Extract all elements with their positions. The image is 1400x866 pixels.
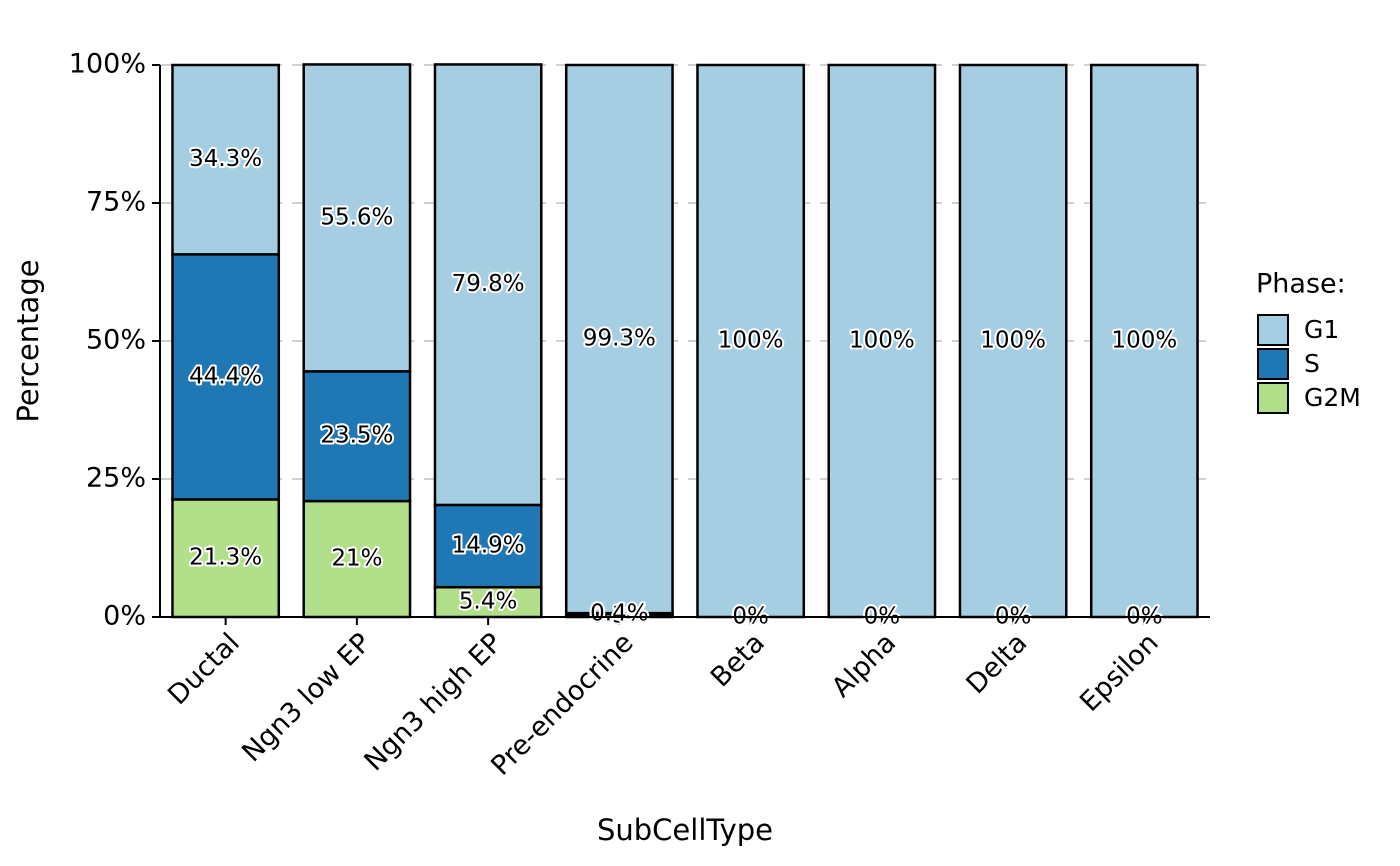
data-label: 23.5% (320, 423, 393, 449)
x-tick-label: Delta (961, 627, 1034, 700)
bar-segment (564, 63, 674, 615)
bar-segment (302, 63, 412, 373)
data-label: 100% (980, 328, 1046, 354)
y-tick-label: 100% (69, 49, 146, 80)
data-label: 79.8% (452, 271, 525, 297)
data-label: 14.9% (452, 533, 525, 559)
data-label: 100% (1111, 328, 1177, 354)
data-label: 34.3% (189, 146, 262, 172)
legend-label: G2M (1304, 383, 1361, 412)
legend-key (1257, 382, 1289, 414)
y-axis-title: Percentage (11, 259, 45, 422)
data-label: 21.3% (189, 545, 262, 571)
bar-segment (302, 370, 412, 503)
x-tick-label: Ngn3 low EP (236, 627, 377, 768)
legend-label: G1 (1304, 315, 1339, 344)
data-label: 99.3% (583, 326, 656, 352)
bar-segment (171, 498, 281, 619)
x-tick-label: Alpha (826, 627, 902, 703)
x-tick-label: Ngn3 high EP (358, 627, 508, 777)
data-label: 5.4% (459, 589, 517, 615)
legend-title: Phase: (1256, 269, 1346, 300)
y-tick-label: 75% (86, 187, 146, 218)
legend-label: S (1304, 349, 1320, 378)
bar-segment (433, 503, 543, 589)
y-tick-label: 50% (86, 325, 146, 356)
bar-segment (696, 63, 806, 619)
data-label: 21% (331, 546, 382, 572)
data-label: 100% (849, 328, 915, 354)
data-label: 44.4% (189, 363, 262, 389)
bar-segment (171, 63, 281, 256)
bar-segment (958, 63, 1068, 619)
data-label: 55.6% (320, 204, 393, 230)
y-tick-label: 0% (103, 601, 146, 632)
legend-key (1257, 348, 1289, 380)
y-tick-label: 25% (86, 463, 146, 494)
legend-key (1257, 314, 1289, 346)
data-label: 100% (718, 328, 784, 354)
data-label: 0.3% (590, 603, 648, 629)
x-tick-label: Beta (705, 627, 771, 693)
bar-segment (433, 63, 543, 507)
bar-segment (1089, 63, 1199, 619)
bar-segment (827, 63, 937, 619)
x-axis-title: SubCellType (597, 813, 773, 847)
x-tick-label: Ductal (162, 627, 246, 711)
bar-segment (171, 253, 281, 501)
x-tick-label: Pre-endocrine (485, 627, 639, 781)
x-tick-label: Epsilon (1074, 627, 1164, 717)
data-label: 0.4% (590, 601, 648, 627)
